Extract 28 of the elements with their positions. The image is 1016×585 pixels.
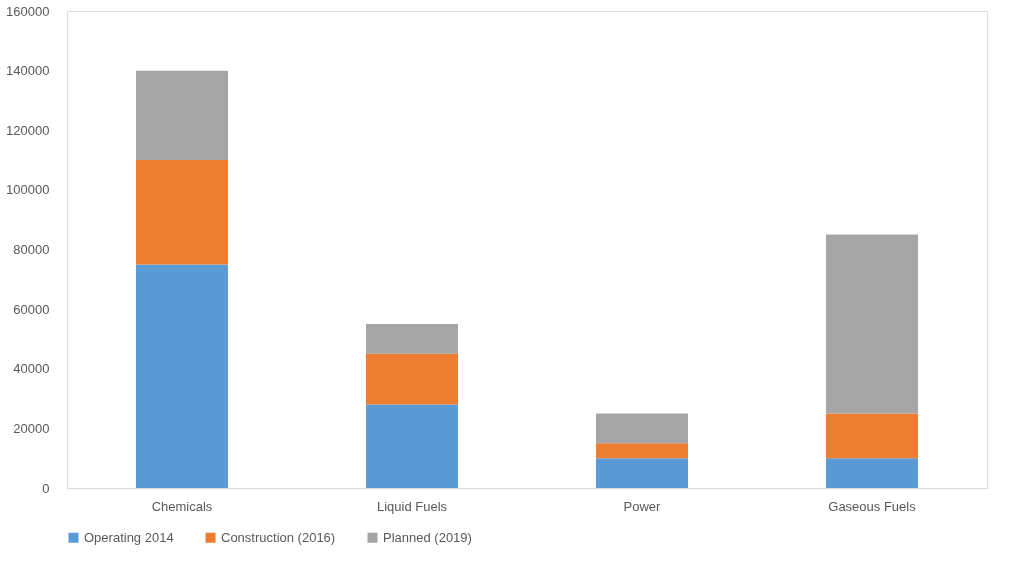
bar (826, 458, 918, 488)
y-tick-label: 140000 (6, 63, 50, 79)
y-tick-label: 60000 (13, 301, 50, 317)
bar (366, 353, 458, 405)
bar (596, 458, 688, 488)
bar (826, 234, 918, 414)
y-tick-label: 20000 (13, 420, 50, 436)
x-tick-label: Gaseous Fuels (828, 498, 917, 514)
bar (366, 404, 458, 488)
y-tick-label: 40000 (13, 361, 50, 377)
legend-label: Planned (2019) (383, 529, 472, 545)
x-tick-label: Chemicals (151, 498, 213, 514)
x-tick-label: Liquid Fuels (376, 498, 448, 514)
legend-label: Operating 2014 (84, 529, 174, 545)
y-tick-label: 80000 (13, 242, 50, 257)
y-tick-label: 100000 (6, 182, 50, 198)
legend-label: Construction (2016) (221, 529, 336, 545)
bar (366, 324, 458, 354)
x-tick-label: Power (623, 498, 662, 514)
y-tick-label: 120000 (6, 122, 50, 138)
bar (596, 413, 688, 444)
bar (136, 160, 228, 265)
bar (826, 413, 918, 459)
bar (136, 70, 228, 161)
y-tick-label: 0 (42, 480, 50, 496)
y-tick-label: 160000 (6, 3, 50, 19)
bar (136, 264, 228, 488)
bar (596, 443, 688, 459)
